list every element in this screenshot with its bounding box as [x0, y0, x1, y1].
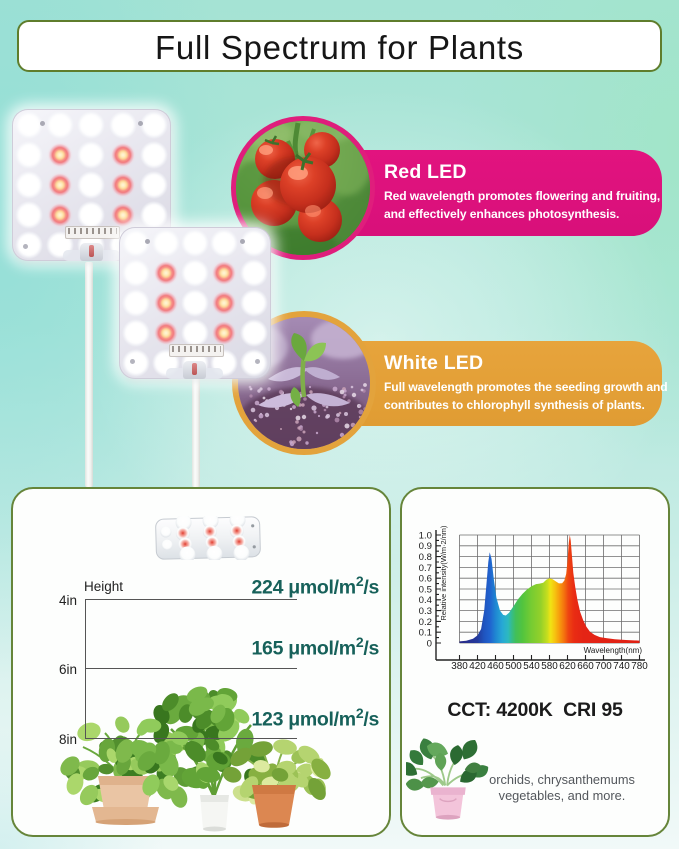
svg-text:0.8: 0.8: [419, 552, 432, 563]
svg-text:0.6: 0.6: [419, 574, 432, 585]
svg-text:620: 620: [559, 661, 576, 672]
svg-text:0.4: 0.4: [419, 595, 433, 606]
svg-text:0.2: 0.2: [419, 617, 432, 628]
svg-text:580: 580: [541, 661, 558, 672]
svg-text:Wavelength(nm): Wavelength(nm): [584, 646, 643, 655]
svg-text:780: 780: [631, 661, 648, 672]
svg-text:0.7: 0.7: [419, 563, 432, 574]
svg-text:0.3: 0.3: [419, 606, 432, 617]
svg-text:500: 500: [505, 661, 522, 672]
svg-text:380: 380: [451, 661, 468, 672]
svg-text:0: 0: [427, 638, 432, 649]
svg-text:460: 460: [487, 661, 504, 672]
svg-text:700: 700: [595, 661, 612, 672]
svg-text:0.9: 0.9: [419, 541, 432, 552]
svg-text:1.0: 1.0: [419, 530, 432, 541]
svg-text:0.5: 0.5: [419, 584, 432, 595]
svg-text:660: 660: [577, 661, 594, 672]
svg-text:0.1: 0.1: [419, 628, 432, 639]
svg-text:540: 540: [523, 661, 540, 672]
svg-text:Relative intensity(W/m·2/nm): Relative intensity(W/m·2/nm): [439, 526, 448, 621]
svg-text:420: 420: [469, 661, 486, 672]
svg-text:740: 740: [613, 661, 630, 672]
